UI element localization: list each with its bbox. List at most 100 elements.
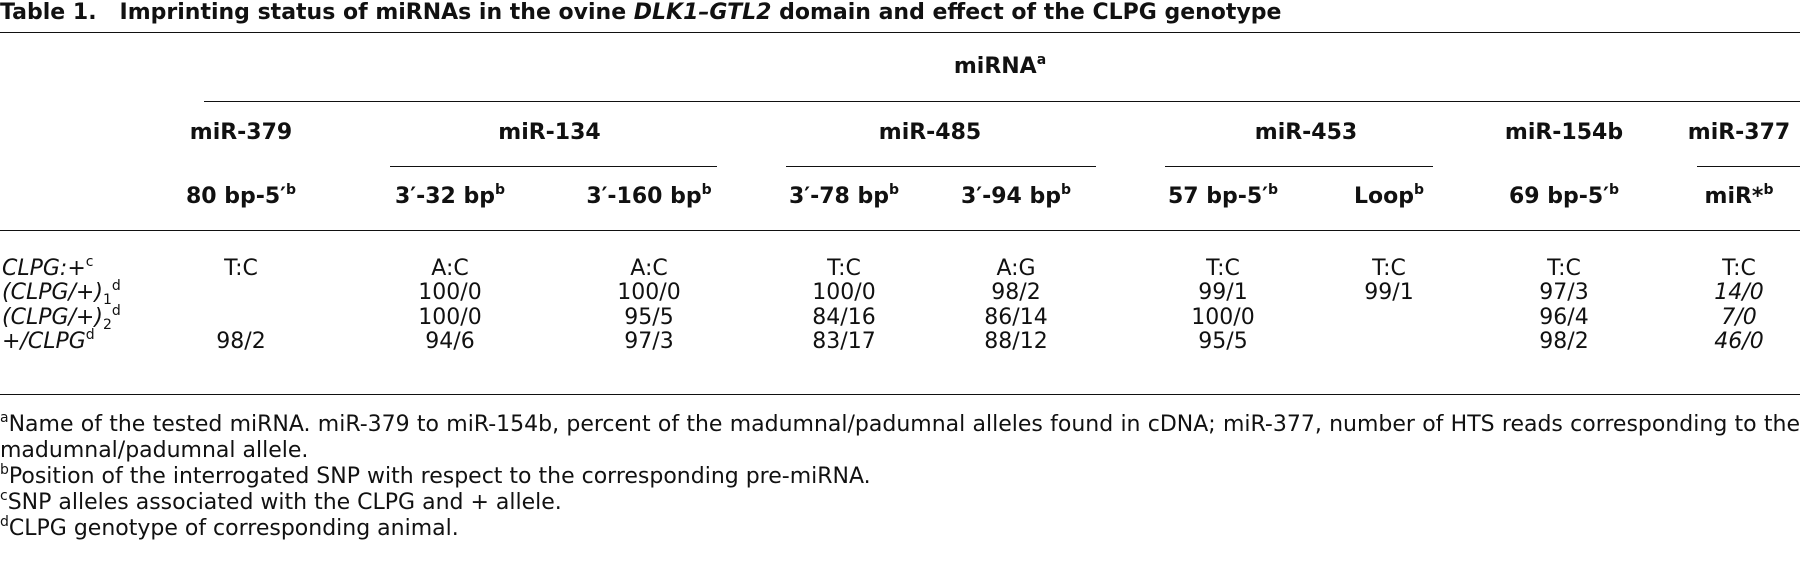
footnote-ref: b: [1060, 182, 1072, 198]
spanner-text: miRNA: [953, 54, 1037, 79]
footnote-text: Position of the interrogated SNP with re…: [8, 464, 871, 489]
footnote-ref: b: [888, 182, 900, 198]
row-label-text: CLPG:+: [2, 256, 86, 281]
column-header: miR*b: [1704, 182, 1774, 209]
footnotes: aName of the tested miRNA. miR-379 to mi…: [0, 410, 1800, 542]
table-cell: 100/0: [418, 280, 482, 305]
column-text: miR*: [1704, 184, 1764, 209]
column-header: 3′-32 bpb: [394, 182, 506, 209]
footnote-ref: b: [1267, 182, 1279, 198]
row-label: CLPG:+c: [2, 254, 94, 281]
rule: [204, 101, 1800, 102]
table-cell: 88/12: [984, 329, 1048, 354]
footnote-ref: d: [85, 327, 95, 343]
table-cell: 86/14: [984, 305, 1048, 330]
footnote: dCLPG genotype of corresponding animal.: [0, 514, 1800, 542]
table-cell: 97/3: [624, 329, 674, 354]
group-header: miR-485: [878, 120, 982, 145]
column-header: 69 bp-5′b: [1509, 182, 1620, 209]
row-label-sub: 1: [102, 292, 112, 308]
table-cell: 95/5: [1198, 329, 1248, 354]
column-text: Loop: [1353, 184, 1414, 209]
table-cell: 95/5: [624, 305, 674, 330]
row-label: (CLPG/+)1d: [2, 278, 121, 308]
footnote-ref: b: [285, 182, 297, 198]
table-cell: 98/2: [1539, 329, 1589, 354]
rule: [0, 394, 1800, 395]
footnote-mark: a: [0, 410, 9, 426]
title-label: Table 1.: [0, 0, 97, 25]
table-cell: T:C: [1547, 256, 1581, 281]
column-header: Loopb: [1353, 183, 1424, 209]
table-cell: 100/0: [812, 280, 876, 305]
table-cell: 98/2: [216, 329, 266, 354]
row-label-sub: 2: [102, 317, 112, 333]
footnote-ref: b: [1763, 182, 1774, 198]
row-label: (CLPG/+)2d: [2, 303, 121, 333]
column-header: 57 bp-5′b: [1167, 182, 1279, 209]
footnote: aName of the tested miRNA. miR-379 to mi…: [0, 410, 1800, 464]
column-header: 3′-78 bpb: [788, 182, 900, 209]
column-text: 3′-94 bp: [960, 184, 1061, 209]
footnote-ref: b: [494, 182, 506, 198]
rule: [786, 166, 1096, 167]
row-label-text: (CLPG/+): [2, 305, 103, 330]
column-text: 80 bp-5′: [185, 184, 286, 209]
row-label-text: +/CLPG: [2, 329, 86, 354]
column-text: 57 bp-5′: [1167, 184, 1268, 209]
footnote: cSNP alleles associated with the CLPG an…: [0, 488, 1800, 516]
table-cell: T:C: [224, 256, 258, 281]
footnote-ref: b: [1608, 182, 1620, 198]
table-cell: 100/0: [617, 280, 681, 305]
footnote-ref: c: [85, 254, 94, 270]
table-cell: T:C: [1372, 256, 1406, 281]
table-cell: 46/0: [1714, 329, 1764, 354]
footnote: bPosition of the interrogated SNP with r…: [0, 462, 1800, 490]
table-title: Table 1. Imprinting status of miRNAs in …: [0, 0, 1281, 25]
table-cell: 94/6: [425, 329, 475, 354]
table-cell: 100/0: [418, 305, 482, 330]
table-cell: 84/16: [812, 305, 876, 330]
column-text: 3′-32 bp: [394, 184, 495, 209]
title-text: DLK1–GTL2: [633, 0, 772, 25]
table-cell: 83/17: [812, 329, 876, 354]
table-cell: A:G: [996, 256, 1036, 281]
table-cell: T:C: [1206, 256, 1240, 281]
rule: [0, 230, 1800, 231]
group-header: miR-154b: [1504, 120, 1624, 145]
table-cell: 7/0: [1721, 305, 1757, 330]
table-cell: 14/0: [1714, 280, 1764, 305]
group-header: miR-379: [189, 120, 293, 145]
column-text: 3′-160 bp: [586, 184, 702, 209]
title-text: Imprinting status of miRNAs in the ovine: [119, 0, 634, 25]
table-cell: 98/2: [991, 280, 1041, 305]
footnote-text: Name of the tested miRNA. miR-379 to miR…: [0, 412, 1800, 463]
title-text: domain and effect of the CLPG genotype: [771, 0, 1282, 25]
rule: [390, 166, 717, 167]
footnote-ref: d: [111, 278, 121, 294]
column-header: 80 bp-5′b: [185, 182, 297, 209]
table-cell: A:C: [431, 256, 469, 281]
table-cell: 96/4: [1539, 305, 1589, 330]
rule: [1697, 166, 1800, 167]
footnote-mark: c: [0, 488, 8, 504]
table-cell: 97/3: [1539, 280, 1589, 305]
footnote-mark: b: [0, 462, 9, 478]
group-header: miR-134: [498, 120, 601, 145]
table-cell: A:C: [630, 256, 668, 281]
spanner-header: miRNAa: [953, 52, 1047, 79]
table-cell: 99/1: [1198, 280, 1248, 305]
footnote-ref: b: [701, 182, 712, 198]
footnote-text: CLPG genotype of corresponding animal.: [8, 516, 459, 541]
rule: [0, 32, 1800, 33]
footnote-ref: d: [111, 303, 121, 319]
group-header: miR-453: [1254, 120, 1358, 145]
footnote-ref: a: [1036, 52, 1047, 68]
table-cell: 99/1: [1364, 280, 1414, 305]
column-header: 3′-94 bpb: [960, 182, 1072, 209]
column-header: 3′-160 bpb: [586, 182, 712, 209]
column-text: 3′-78 bp: [788, 184, 889, 209]
footnote-mark: d: [0, 514, 9, 530]
row-label-text: (CLPG/+): [2, 280, 103, 305]
